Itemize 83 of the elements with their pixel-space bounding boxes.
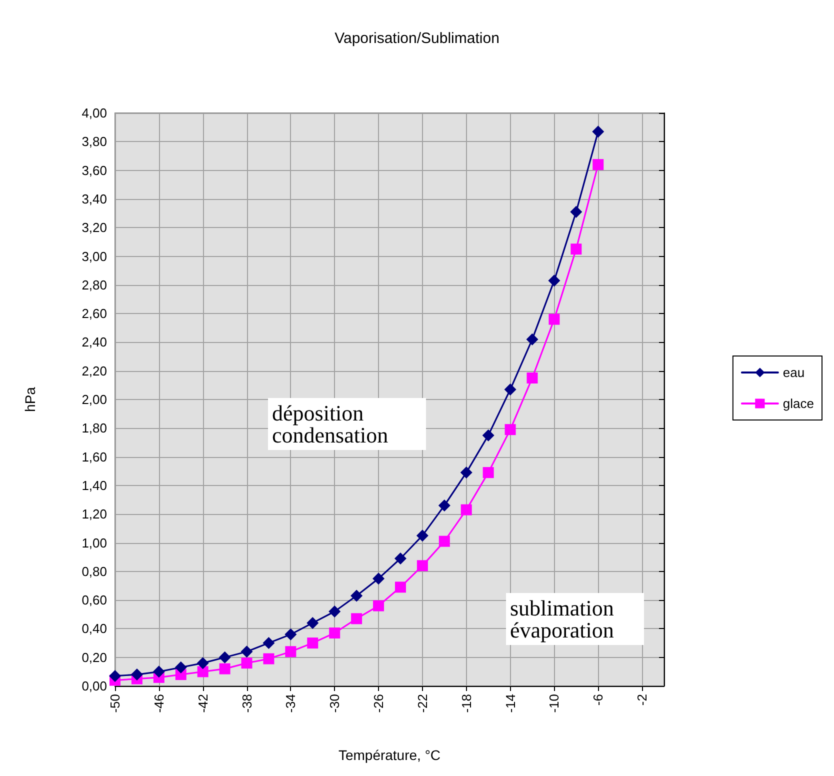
y-tick-label: 2,60 (82, 306, 107, 322)
y-tick-label: 2,80 (82, 277, 107, 292)
point (372, 572, 385, 585)
point (328, 606, 341, 618)
y-tick-label: 0,80 (82, 564, 107, 579)
point (307, 638, 318, 649)
y-tick-label: 3,80 (82, 134, 107, 150)
y-tick-label: 3,20 (82, 220, 107, 236)
point (548, 314, 560, 325)
point (218, 651, 231, 664)
point (241, 658, 252, 669)
point (438, 500, 450, 512)
point (438, 536, 450, 547)
y-axis-title: hPa (22, 386, 38, 412)
y-tick-label: 2,00 (82, 392, 107, 407)
point (570, 206, 582, 218)
y-tick-label: 4,00 (82, 106, 107, 120)
point (416, 530, 428, 542)
x-tick-label: -26 (371, 694, 386, 713)
y-tick-label: 1,40 (82, 478, 107, 493)
x-tick-label: -10 (546, 694, 562, 713)
point (526, 372, 538, 384)
point (394, 552, 406, 565)
y-tick-label: 1,20 (82, 506, 107, 522)
legend-label: eau (782, 365, 805, 380)
x-tick-label: -34 (283, 694, 298, 713)
y-tick-label: 3,60 (82, 162, 107, 178)
point (504, 383, 516, 396)
x-axis-title: Température, °C (338, 747, 441, 763)
point (504, 424, 516, 436)
annotation: sublimation évaporation (510, 596, 620, 642)
point (416, 560, 428, 572)
x-tick-label: -38 (239, 694, 254, 713)
point (350, 590, 363, 602)
x-tick-label: -50 (108, 694, 122, 713)
y-tick-label: 0,40 (82, 621, 107, 636)
y-tick-label: 1,80 (82, 420, 107, 436)
point (285, 646, 296, 658)
point (262, 637, 275, 650)
point (197, 666, 208, 678)
point (526, 333, 538, 346)
x-tick-label: -22 (414, 694, 430, 713)
point (306, 616, 319, 629)
y-tick-label: 2,20 (82, 363, 107, 378)
legend-label: glace (782, 396, 814, 411)
x-tick-label: -30 (327, 694, 342, 713)
point (592, 159, 604, 170)
x-tick-label: -42 (195, 694, 210, 713)
point (263, 653, 274, 664)
x-tick-label: -14 (502, 694, 518, 713)
point (394, 582, 406, 593)
point (373, 600, 384, 612)
point (460, 466, 472, 479)
chart-title: Vaporisation/Sublimation (334, 30, 500, 47)
y-tick-label: 0,20 (82, 650, 107, 665)
y-tick-label: 0,00 (82, 678, 107, 694)
y-tick-label: 2,40 (82, 334, 107, 350)
point (548, 274, 560, 287)
point (152, 666, 165, 678)
point (570, 244, 582, 255)
point (351, 613, 362, 624)
point (219, 663, 230, 674)
x-tick-label: -46 (151, 694, 166, 713)
point (482, 429, 494, 442)
point (174, 661, 187, 674)
annotation: déposition condensation (272, 400, 388, 448)
point (460, 504, 472, 516)
point (130, 668, 143, 681)
point (592, 126, 604, 138)
point (109, 670, 121, 682)
y-tick-label: 3,00 (82, 248, 107, 264)
point (240, 646, 253, 658)
x-tick-label: -18 (458, 694, 474, 713)
y-tick-label: 1,60 (82, 449, 107, 464)
point (196, 657, 209, 670)
y-tick-label: 0,60 (82, 592, 107, 608)
y-tick-label: 1,00 (82, 535, 107, 550)
point (284, 628, 297, 640)
x-tick-label: -2 (634, 694, 650, 706)
point (329, 627, 340, 638)
x-tick-label: -6 (590, 694, 606, 706)
point (482, 467, 494, 478)
y-tick-label: 3,40 (82, 191, 107, 206)
